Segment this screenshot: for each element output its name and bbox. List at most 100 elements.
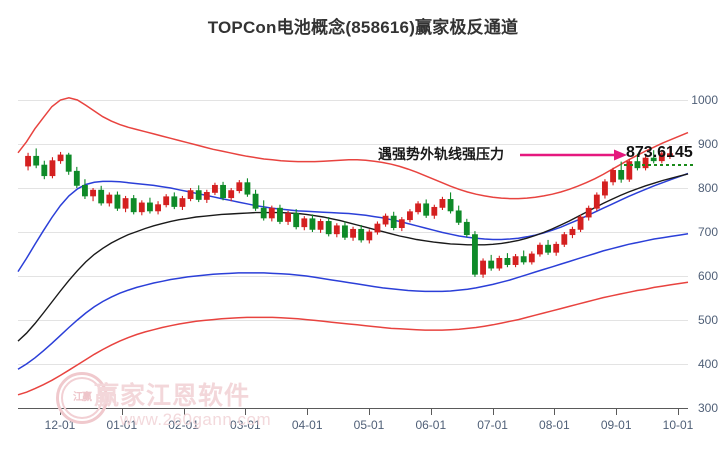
candlestick xyxy=(130,195,137,215)
gridline xyxy=(18,364,688,365)
right-arrow-icon xyxy=(520,149,627,161)
x-axis-tick-label: 02-01 xyxy=(168,418,199,432)
candlestick xyxy=(187,188,194,202)
candlestick xyxy=(220,181,226,201)
candlestick xyxy=(252,189,259,211)
candlestick xyxy=(293,209,300,230)
candlestick xyxy=(447,192,454,214)
candlestick xyxy=(317,218,324,233)
y-axis-tick-label: 300 xyxy=(697,401,718,415)
candlestick xyxy=(667,145,673,159)
candlestick xyxy=(90,188,96,202)
candlestick xyxy=(545,239,551,255)
candlestick xyxy=(480,258,486,278)
candlestick xyxy=(512,254,519,268)
gridline xyxy=(18,100,688,101)
candlestick xyxy=(138,200,145,216)
candlestick xyxy=(301,216,308,231)
candlestick xyxy=(650,150,657,164)
candlestick xyxy=(244,178,251,197)
y-axis-tick-label: 1000 xyxy=(691,93,718,107)
candlestick xyxy=(33,148,40,169)
annotation-label: 遇强势外轨线强压力 xyxy=(378,146,504,162)
candlestick xyxy=(155,201,161,215)
candlestick xyxy=(285,210,291,225)
candlestick xyxy=(415,201,421,215)
x-axis-tick xyxy=(616,408,618,415)
x-axis-tick xyxy=(307,408,309,415)
candlestick xyxy=(569,226,576,239)
x-axis-tick-label: 06-01 xyxy=(415,418,447,432)
x-axis-tick-label: 03-01 xyxy=(230,418,261,432)
gridline xyxy=(18,320,688,321)
candlestick xyxy=(25,152,31,171)
candlestick xyxy=(350,226,356,241)
candlestick xyxy=(658,151,665,164)
series-middle-line xyxy=(17,173,689,342)
x-axis-tick xyxy=(60,408,61,415)
x-axis-tick-label: 04-01 xyxy=(291,418,323,432)
x-axis-tick xyxy=(245,408,247,415)
candlestick xyxy=(374,221,381,235)
series-outer-upper-band xyxy=(17,97,689,200)
candlestick xyxy=(553,241,560,256)
candlestick xyxy=(325,217,332,237)
candlestick xyxy=(561,232,568,247)
candlestick xyxy=(585,205,592,221)
candlestick xyxy=(439,196,446,210)
candlestick xyxy=(333,223,340,238)
x-axis-tick-label: 01-01 xyxy=(106,418,138,432)
candlestick xyxy=(520,250,527,265)
candlestick xyxy=(463,218,470,238)
x-axis-line xyxy=(18,408,688,409)
y-axis-tick-label: 900 xyxy=(697,137,718,151)
candlestick xyxy=(179,195,186,210)
x-axis-tick-label: 10-01 xyxy=(662,418,694,432)
candlestick xyxy=(82,179,88,199)
candlestick xyxy=(472,231,478,277)
candlestick xyxy=(537,242,543,257)
candlestick xyxy=(382,213,389,227)
candlestick xyxy=(65,152,72,175)
series-outer-lower-band xyxy=(17,281,689,396)
candlestick xyxy=(236,180,243,194)
candlestick xyxy=(398,217,405,232)
candlestick xyxy=(98,185,105,206)
candlestick xyxy=(260,200,267,221)
x-axis-tick xyxy=(554,408,556,415)
gridline xyxy=(18,276,688,277)
candlestick xyxy=(528,251,535,265)
candlestick xyxy=(423,199,430,218)
x-axis-tick xyxy=(183,408,185,415)
y-axis-tick-label: 600 xyxy=(697,269,718,283)
candlestick xyxy=(203,189,210,203)
candlestick xyxy=(122,195,129,213)
y-axis-tick-label: 500 xyxy=(697,313,718,327)
candlestick xyxy=(171,192,178,210)
candlestick xyxy=(163,194,170,208)
candlestick xyxy=(57,151,64,164)
gridline xyxy=(18,188,688,189)
price-tag-dotted-line xyxy=(624,164,696,166)
candlestick xyxy=(366,229,373,244)
x-axis-tick xyxy=(430,408,432,415)
candlestick xyxy=(114,191,121,211)
series-inner-lower-band xyxy=(17,233,689,370)
x-axis-tick xyxy=(369,408,370,415)
candlestick xyxy=(147,197,153,214)
x-axis-tick xyxy=(678,408,679,415)
price-tag-value: 873.6145 xyxy=(626,144,693,161)
y-axis-tick-label: 400 xyxy=(697,357,718,371)
candlestick xyxy=(610,167,616,186)
candlestick xyxy=(49,157,56,179)
candlestick xyxy=(496,255,503,271)
candlestick xyxy=(309,214,316,232)
candlestick xyxy=(602,179,608,199)
x-axis-tick-label: 08-01 xyxy=(539,418,570,432)
page-title: TOPCon电池概念(858616)赢家极反通道 xyxy=(207,18,519,37)
gridline xyxy=(18,144,688,145)
y-axis-tick-label: 800 xyxy=(697,181,718,195)
x-axis-tick-label: 05-01 xyxy=(353,418,385,432)
